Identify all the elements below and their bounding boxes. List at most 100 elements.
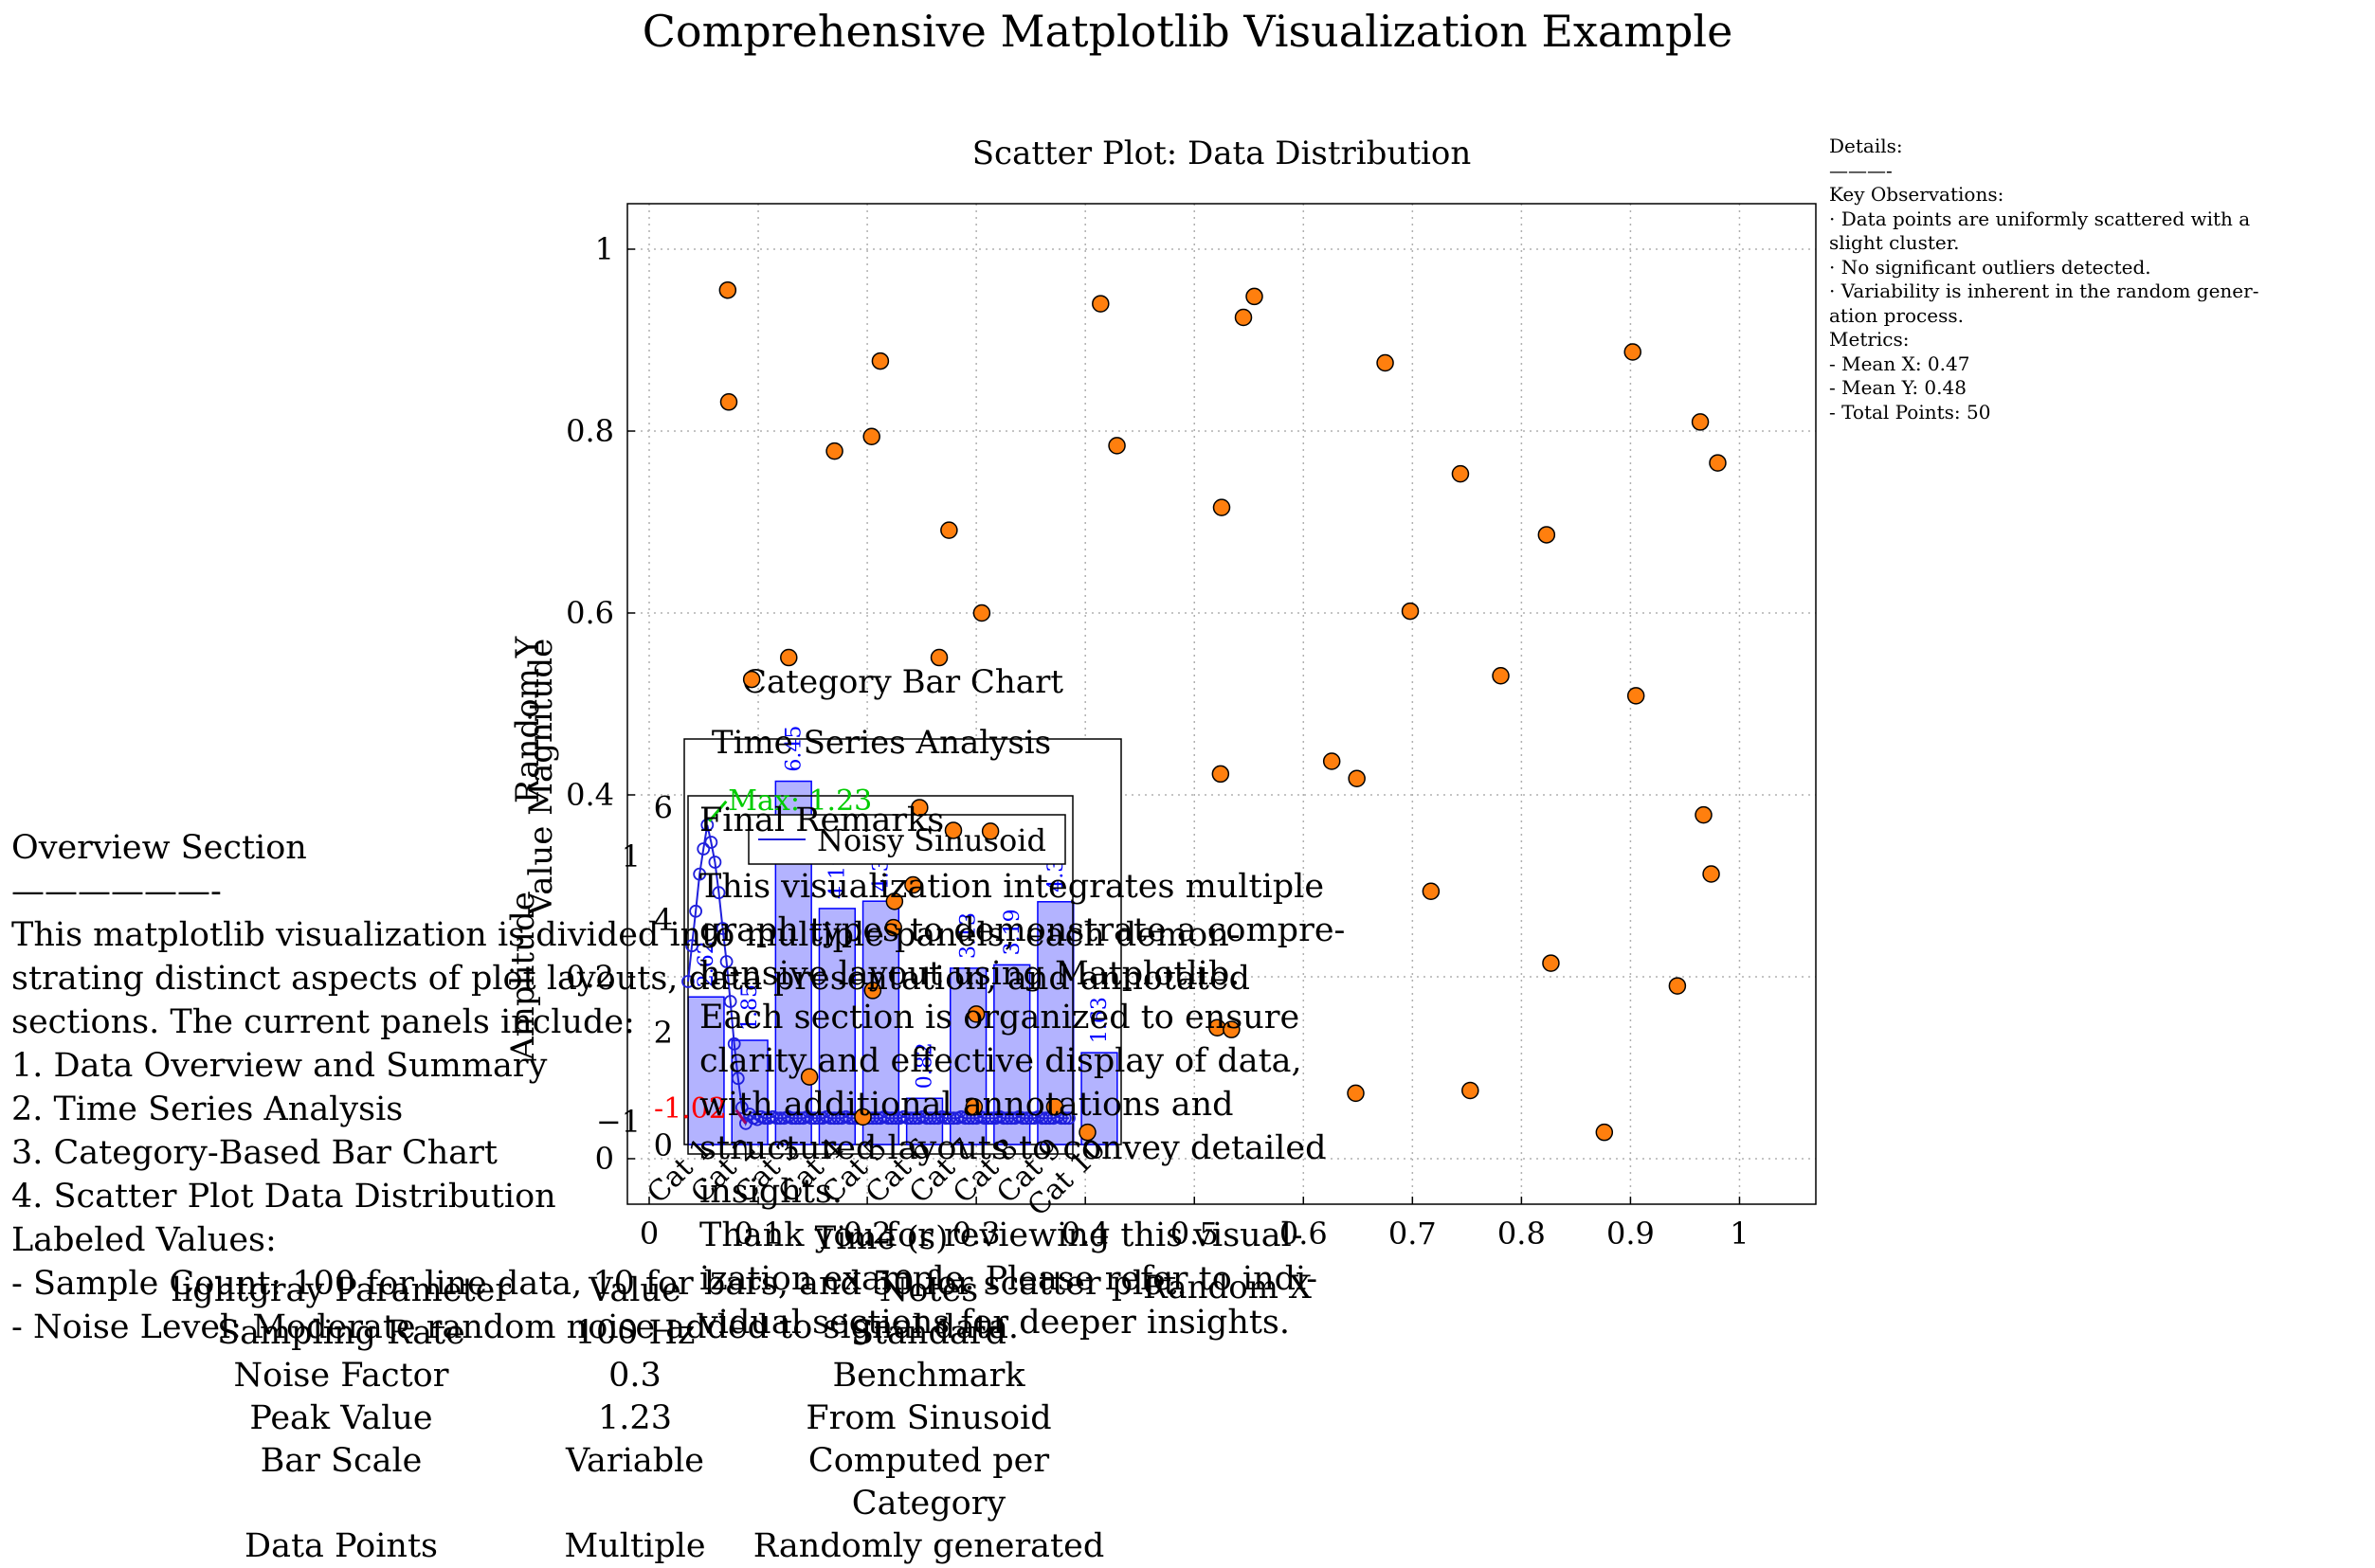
scatter-point (904, 875, 922, 894)
final-remarks-line: structured layouts to convey detailed (699, 1129, 1327, 1167)
line-point (1058, 1111, 1072, 1126)
scatter-point (885, 892, 904, 910)
table-cell: Variable (565, 1442, 705, 1480)
final-remarks-line: Thank you for reviewing this visual- (699, 1217, 1303, 1254)
table-cell: Standard (851, 1314, 1006, 1352)
scatter-xlabel: Random X (1143, 1269, 1313, 1307)
overview-line: 2. Time Series Analysis (11, 1090, 404, 1128)
table-cell: Benchmark (832, 1357, 1025, 1395)
final-remarks-line: clarity and effective display of data, (699, 1042, 1302, 1080)
scatter-point (1348, 769, 1366, 787)
final-remarks-line: This visualization integrates multiple (699, 868, 1325, 906)
bar-ytick-label: 4 (654, 902, 673, 938)
final-remarks-line: Each section is organized to ensure (699, 999, 1300, 1036)
scatter-point (1668, 977, 1687, 995)
scatter-point (1623, 343, 1641, 361)
table-row: Bar Scale Variable Computed per Category (142, 1440, 1128, 1525)
scatter-point (863, 982, 882, 1000)
bar-ytick-label: 6 (654, 789, 673, 825)
bar-ytick-label: 0 (654, 1127, 673, 1163)
line-point (734, 1101, 749, 1114)
scatter-point (1234, 308, 1253, 327)
line-point (700, 818, 715, 832)
scatter-xtick-label: 1 (1730, 1216, 1749, 1252)
scatter-point (1492, 666, 1510, 685)
final-remarks-line: hensive layout using Matplotlib. (699, 955, 1241, 993)
scatter-point (1347, 1084, 1365, 1103)
details-line: Details: (1829, 135, 1903, 157)
table-cell: Randomly generated (752, 1527, 1105, 1565)
scatter-xtick-label: 0.2 (843, 1216, 892, 1252)
overview-line: strating distinct aspects of plot layout… (11, 960, 1251, 998)
final-remarks-line: ization example. Please refer to indi- (699, 1260, 1318, 1298)
details-line: - Mean X: 0.47 (1829, 351, 1970, 375)
table-header-cell: lightgray Parameter (171, 1271, 512, 1309)
scatter-ytick-label: 0.4 (566, 777, 614, 813)
overview-heading: Overview Section (11, 829, 307, 867)
scatter-xtick-label: 0.8 (1497, 1216, 1546, 1252)
bar-value-label: 2.62 (695, 941, 718, 987)
bar (818, 908, 857, 1145)
scatter-point (1451, 464, 1470, 483)
scatter-point (871, 351, 890, 370)
line-point (1062, 1111, 1076, 1126)
scatter-point (1695, 805, 1713, 824)
line-point (716, 922, 730, 935)
scatter-point (1245, 287, 1263, 306)
line-point (681, 975, 695, 988)
table-cell: Data Points (245, 1527, 438, 1565)
scatter-point (1542, 954, 1560, 972)
scatter-xtick-label: 0.1 (734, 1216, 783, 1252)
scatter-point (940, 521, 958, 539)
scatter-point (854, 1108, 872, 1126)
scatter-xtick-label: 0.5 (1170, 1216, 1219, 1252)
final-remarks-heading: Final Remarks (699, 802, 945, 839)
details-line: - Total Points: 50 (1829, 400, 1991, 424)
overview-line: - Noise Level: Moderate random noise add… (11, 1308, 1020, 1346)
line-title: Time Series Analysis (712, 724, 1051, 762)
line-point (712, 886, 726, 900)
scatter-point (719, 393, 738, 411)
scatter-point (967, 1005, 986, 1023)
overview-section: Overview Section ——————- This matplotlib… (11, 826, 1433, 1349)
scatter-ytick-label: 0.6 (566, 595, 614, 631)
scatter-xtick-label: 0 (640, 1216, 659, 1252)
scatter-point (1626, 687, 1645, 705)
scatter-point (884, 918, 902, 937)
scatter-point (1092, 295, 1110, 313)
table-cell: 100 Hz (574, 1314, 696, 1352)
scatter-xtick-label: 0.3 (952, 1216, 1001, 1252)
scatter-ytick-label: 1 (595, 231, 614, 267)
final-remarks-line: graph types to demonstrate a compre- (699, 911, 1346, 949)
line-point (689, 904, 703, 918)
overview-line: 4. Scatter Plot Data Distribution (11, 1178, 556, 1216)
scatter-point (825, 442, 843, 460)
line-point (685, 939, 698, 953)
scatter-point (972, 604, 991, 622)
overview-line: - Sample Count: 100 for line data, 10 fo… (11, 1265, 1188, 1303)
line-xlabel: Time (s) (815, 1219, 949, 1257)
table-cell: From Sinusoid (806, 1399, 1052, 1437)
table-header-row: lightgray Parameter Value Notes (142, 1270, 1128, 1312)
final-remarks: Final Remarks This visualization integra… (699, 799, 1363, 1344)
bar-ytick-label: 2 (654, 1015, 673, 1051)
line-point (708, 856, 722, 869)
final-remarks-line: insights. (699, 1173, 843, 1211)
line-ytick-label: 1 (622, 838, 641, 874)
line-point (697, 842, 711, 856)
bar-value-label: 1.63 (1088, 997, 1112, 1043)
details-line: slight cluster. (1829, 231, 1960, 254)
scatter-ytick-label: 0.8 (566, 413, 614, 449)
table-header-cell: Notes (879, 1271, 979, 1309)
final-remarks-line: with additional annotations and (699, 1086, 1234, 1124)
overview-line: sections. The current panels include: (11, 1003, 635, 1041)
figure-title: Comprehensive Matplotlib Visualization E… (642, 6, 1733, 57)
scatter-point (981, 822, 1000, 840)
scatter-point (1537, 526, 1556, 544)
table-cell: Noise Factor (233, 1357, 449, 1395)
table-row: Sampling Rate 100 Hz Standard (142, 1312, 1128, 1355)
line-point (727, 1036, 741, 1051)
max-annotation: Max: 1.23 (728, 784, 872, 818)
line-point (719, 955, 734, 968)
